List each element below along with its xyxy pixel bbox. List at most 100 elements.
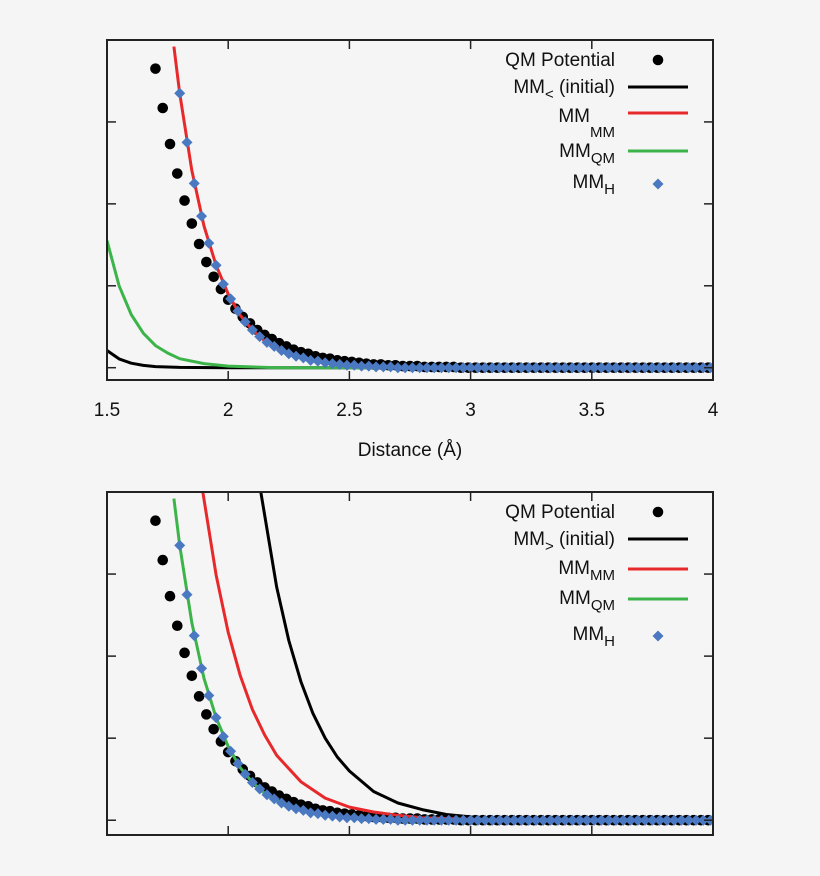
mm-h-point	[261, 789, 273, 801]
mm-h-point	[566, 362, 578, 374]
legend-label-main: MM	[513, 77, 545, 98]
legend-label-main: MM	[558, 558, 590, 579]
mm-h-point	[559, 362, 571, 374]
mm-h-point	[457, 362, 469, 374]
mm-h-point	[639, 362, 651, 374]
mm-h-point	[501, 814, 513, 826]
legend-label-subscript: H	[604, 633, 615, 650]
legend-label: MMH	[573, 624, 616, 650]
legend-label-main: MM	[573, 172, 605, 193]
mm-h-point	[574, 362, 586, 374]
mm-h-point	[428, 814, 440, 826]
mm-h-point	[406, 814, 418, 826]
qm-point	[193, 238, 205, 250]
mm-h-point	[392, 814, 404, 826]
mm-h-point	[661, 814, 673, 826]
mm-h-point	[406, 362, 418, 374]
mm-h-point	[232, 758, 244, 770]
mm-h-point	[377, 813, 389, 825]
mm-h-point	[414, 814, 426, 826]
x-tick-label: 2	[223, 400, 234, 421]
mm-h-point	[646, 814, 658, 826]
mm-h-point	[603, 362, 615, 374]
qm-point	[201, 256, 212, 268]
mm-h-point	[254, 783, 266, 795]
mm-h-point	[385, 813, 397, 825]
legend-label-main: MM	[559, 141, 591, 162]
x-tick-label: 2.5	[336, 400, 362, 421]
mm-h-point	[516, 362, 528, 374]
legend-label-subscript: MM	[590, 567, 615, 584]
mm-h-point	[188, 177, 200, 189]
mm-h-point	[326, 358, 338, 370]
mm-h-point	[595, 814, 607, 826]
legend-label-main: MM	[558, 106, 590, 127]
mm-h-point	[436, 814, 448, 826]
mm-h-point	[690, 814, 702, 826]
legend-label-subscript: MM	[590, 124, 615, 141]
mm-h-point	[239, 316, 251, 328]
mm-h-point	[675, 362, 687, 374]
legend-label: QM Potential	[505, 502, 615, 523]
legend-label-main: MM	[559, 588, 591, 609]
mm-h-point	[356, 360, 368, 372]
series-line-mm-initial-	[107, 349, 713, 370]
mm-h-point	[225, 745, 237, 757]
mm-h-point	[450, 362, 462, 374]
mm-h-point	[646, 362, 658, 374]
qm-point	[193, 691, 205, 702]
legend-label: MMQM	[559, 141, 615, 167]
legend-diamond-swatch	[652, 178, 664, 190]
mm-h-point	[363, 360, 375, 372]
mm-h-point	[196, 210, 208, 222]
mm-h-point	[268, 793, 280, 805]
x-tick-label: 3.5	[579, 400, 605, 421]
plot-area	[107, 46, 713, 374]
mm-h-point	[654, 362, 666, 374]
legend-label-subscript: >	[545, 538, 554, 555]
mm-h-point	[174, 87, 186, 99]
mm-h-point	[632, 362, 644, 374]
mm-h-point	[559, 814, 571, 826]
mm-h-point	[690, 362, 702, 374]
mm-h-point	[595, 362, 607, 374]
qm-point	[157, 554, 169, 566]
legend-label: MM< (initial)	[513, 77, 615, 103]
mm-h-point	[363, 813, 375, 825]
mm-h-point	[697, 362, 709, 374]
mm-h-point	[501, 362, 513, 374]
mm-h-point	[632, 814, 644, 826]
mm-h-point	[457, 814, 469, 826]
mm-h-point	[181, 136, 193, 148]
legend-item: MM> (initial)	[513, 529, 688, 555]
mm-h-point	[414, 362, 426, 374]
mm-h-point	[188, 630, 200, 642]
mm-h-point	[588, 814, 600, 826]
legend-item: MMQM	[559, 588, 688, 614]
mm-h-point	[217, 731, 229, 743]
legend-circle-swatch	[652, 506, 664, 518]
mm-h-point	[537, 814, 549, 826]
mm-h-point	[552, 362, 564, 374]
legend-item: MMH	[573, 624, 664, 650]
mm-h-point	[574, 814, 586, 826]
mm-h-point	[472, 362, 484, 374]
mm-h-point	[465, 362, 477, 374]
mm-h-point	[617, 362, 629, 374]
mm-h-point	[225, 293, 237, 305]
mm-h-point	[566, 814, 578, 826]
series-line-mm-qm	[107, 240, 713, 370]
legend-item: MMQM	[559, 141, 688, 167]
legend-label-subscript: QM	[591, 150, 615, 167]
mm-h-point	[486, 362, 498, 374]
mm-h-point	[537, 362, 549, 374]
mm-h-point	[603, 814, 615, 826]
mm-h-point	[428, 362, 440, 374]
mm-h-point	[232, 305, 244, 317]
legend-item: MM< (initial)	[513, 77, 688, 103]
mm-h-point	[261, 336, 273, 348]
mm-h-point	[399, 362, 411, 374]
mm-h-point	[530, 814, 542, 826]
